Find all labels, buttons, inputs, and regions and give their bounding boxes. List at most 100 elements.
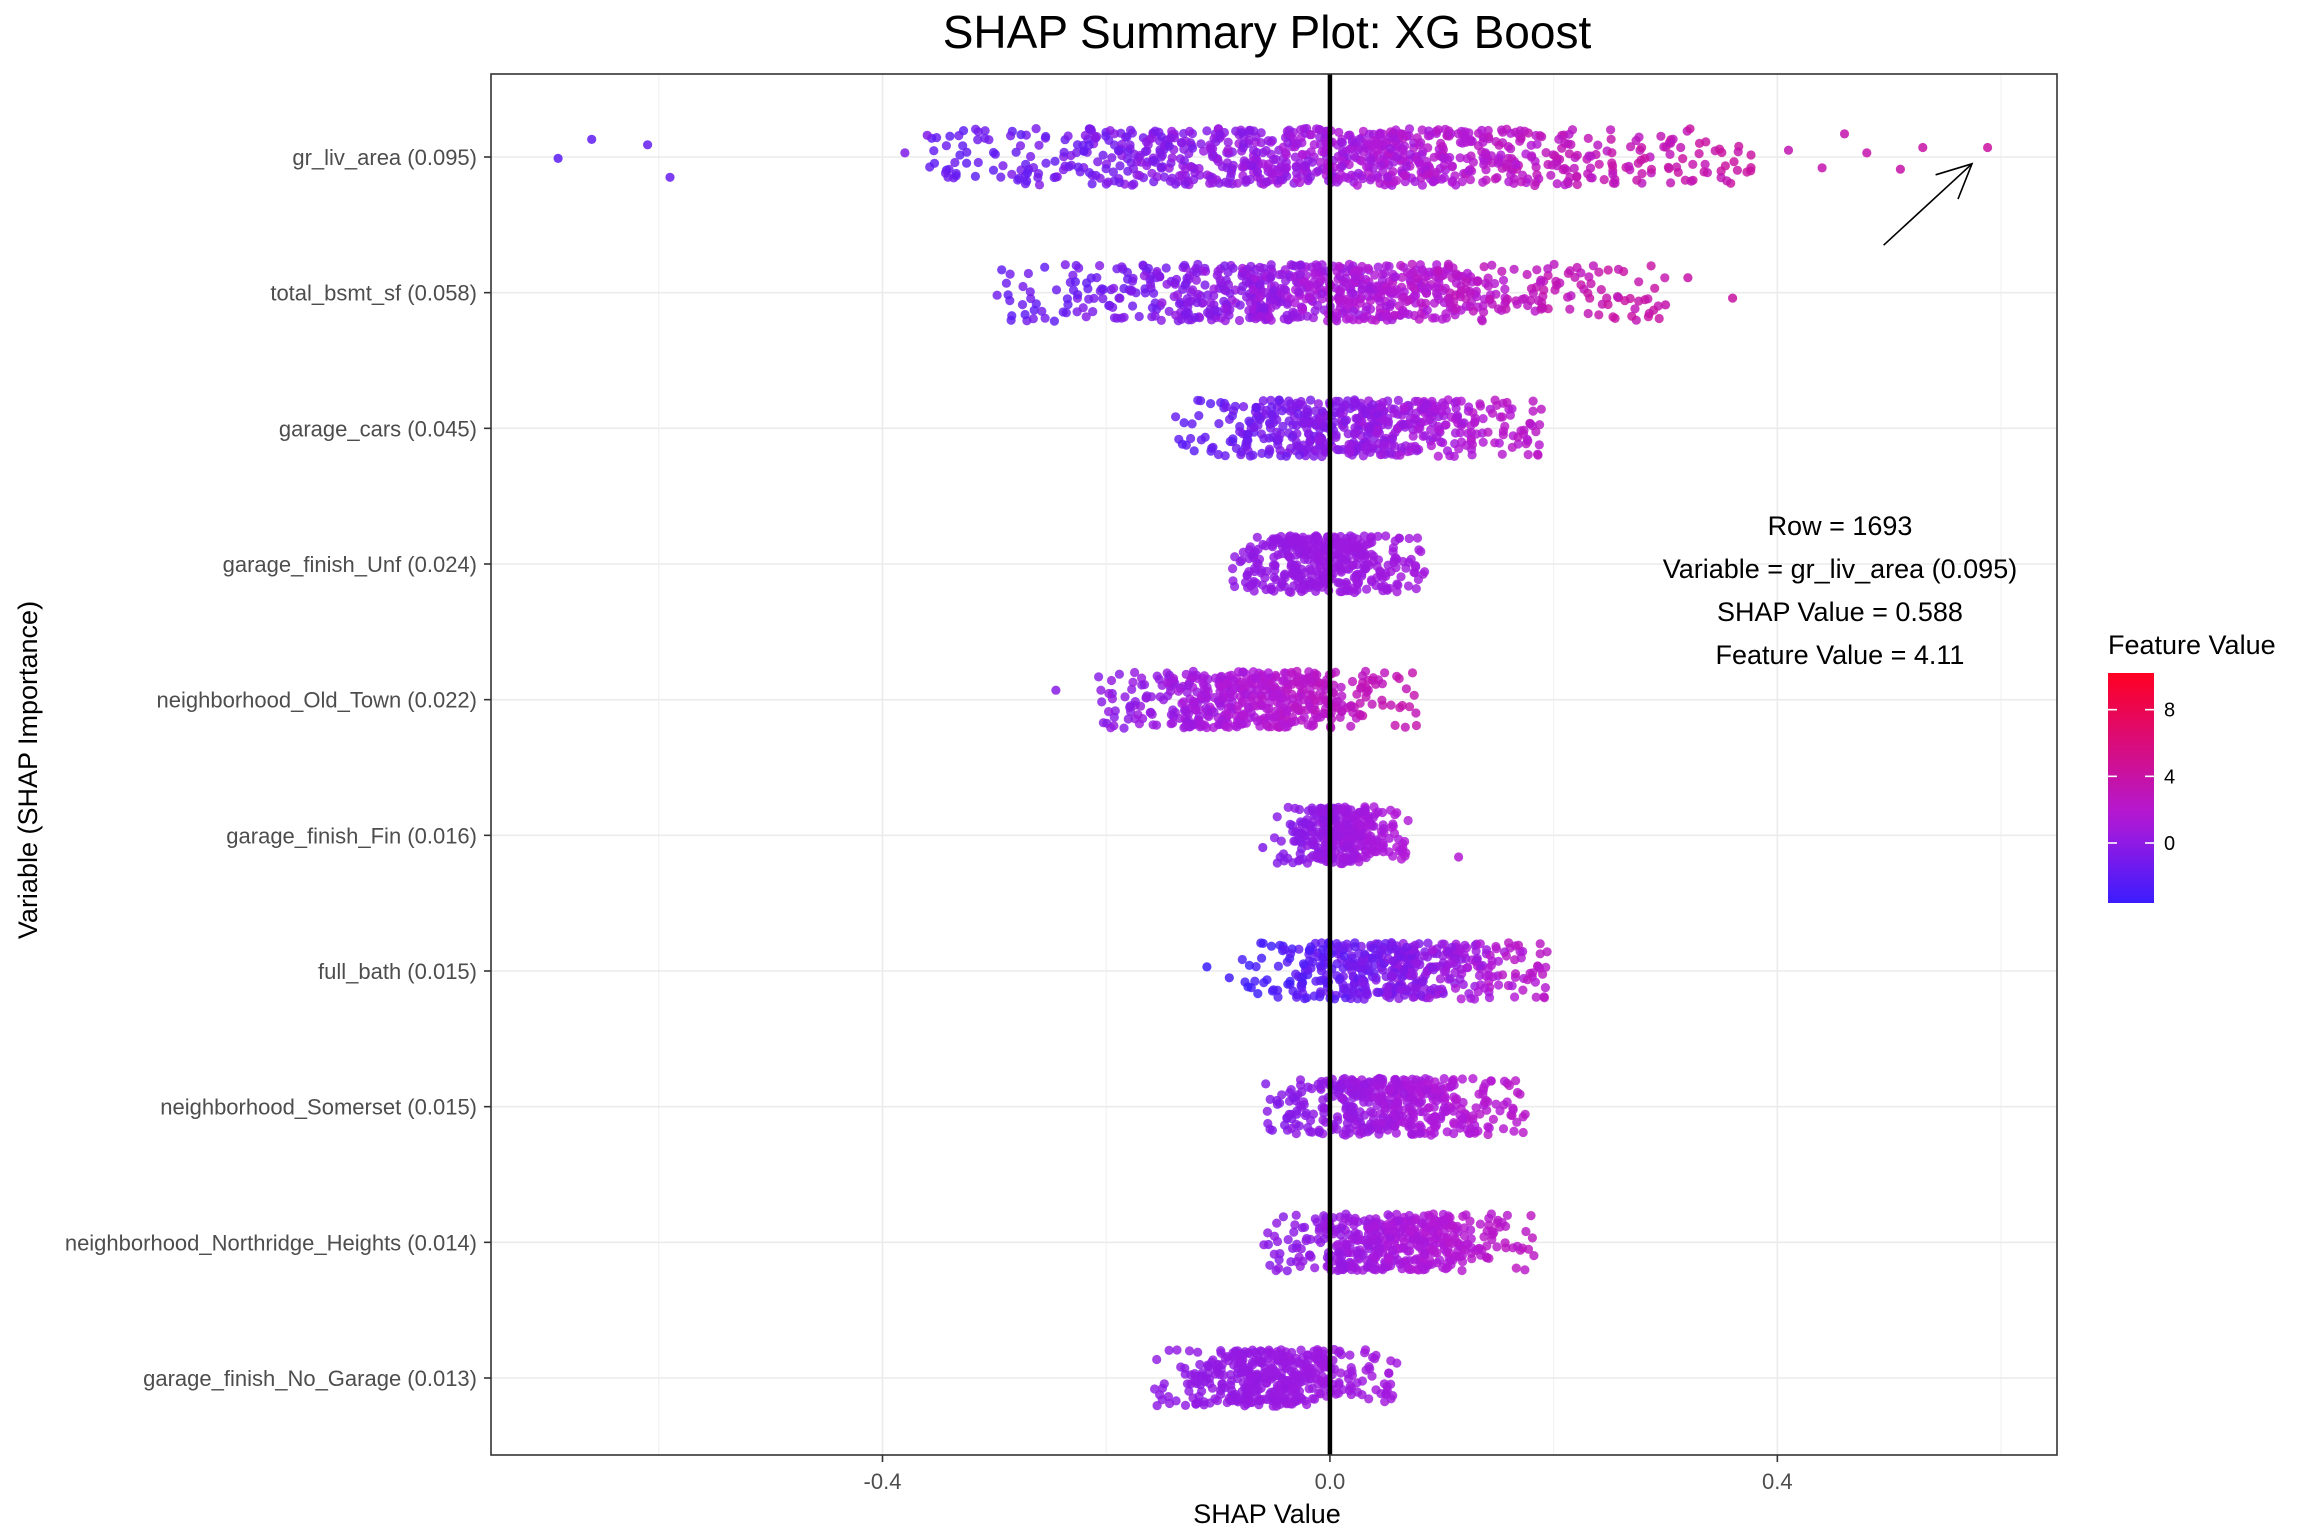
shap-point	[1644, 308, 1654, 319]
shap-point	[1297, 584, 1307, 594]
shap-point	[1350, 396, 1360, 406]
shap-point	[1347, 1101, 1357, 1112]
shap-point	[1346, 721, 1356, 731]
shap-point	[1501, 1221, 1511, 1231]
shap-point	[1498, 430, 1508, 440]
shap-point	[1456, 994, 1466, 1004]
shap-point	[1637, 169, 1647, 179]
shap-point	[1420, 431, 1430, 441]
shap-point	[643, 140, 653, 150]
shap-point	[1439, 160, 1449, 170]
shap-point	[1016, 130, 1026, 140]
shap-point	[1390, 272, 1400, 282]
shap-point	[1547, 160, 1557, 170]
shap-point	[1308, 957, 1318, 967]
shap-point	[1365, 1214, 1375, 1224]
shap-point	[1625, 293, 1635, 304]
shap-point	[1406, 554, 1416, 564]
shap-point	[1733, 147, 1743, 157]
shap-point	[1637, 143, 1647, 153]
shap-point	[1384, 1255, 1394, 1265]
shap-point	[1270, 712, 1280, 723]
shap-point	[1266, 295, 1276, 305]
shap-point	[1307, 1383, 1317, 1393]
shap-point	[997, 265, 1007, 275]
shap-point	[1187, 143, 1198, 153]
shap-point	[1315, 688, 1326, 698]
shap-point	[1269, 1249, 1279, 1259]
shap-point	[1447, 162, 1457, 172]
shap-point	[1530, 156, 1540, 166]
shap-point	[1034, 180, 1045, 190]
shap-point	[1248, 285, 1258, 295]
shap-point	[1128, 164, 1139, 174]
shap-point	[1314, 434, 1324, 444]
shap-point	[1345, 961, 1355, 971]
shap-point	[1646, 164, 1657, 174]
shap-point	[1267, 402, 1277, 412]
shap-point	[1593, 140, 1603, 150]
shap-point	[1375, 403, 1385, 413]
shap-point	[1646, 261, 1656, 271]
shap-point	[1091, 170, 1101, 181]
shap-point	[1296, 981, 1306, 991]
shap-point	[1594, 310, 1604, 320]
shap-point	[1244, 416, 1254, 426]
shap-point	[1481, 149, 1491, 159]
shap-point	[1336, 682, 1346, 692]
shap-point	[1700, 159, 1710, 169]
shap-point	[1286, 587, 1296, 598]
shap-point	[1241, 689, 1251, 699]
shap-point	[1445, 152, 1455, 163]
shap-point	[1216, 1346, 1226, 1356]
shap-point	[1114, 669, 1124, 679]
shap-point	[1241, 718, 1251, 728]
shap-point	[1268, 692, 1278, 702]
shap-point	[1535, 420, 1545, 430]
shap-point	[1440, 1093, 1450, 1103]
shap-point	[1357, 671, 1368, 681]
shap-point	[1408, 431, 1418, 441]
shap-point	[1392, 808, 1402, 818]
shap-point	[1399, 966, 1409, 977]
shap-point	[1359, 1079, 1369, 1090]
shap-point	[1291, 1210, 1301, 1220]
shap-point	[1202, 706, 1212, 717]
shap-point	[1213, 307, 1223, 317]
shap-point	[1519, 425, 1529, 435]
shap-point	[1367, 141, 1377, 151]
shap-point	[1364, 1244, 1374, 1254]
shap-point	[1400, 308, 1410, 318]
shap-point	[1411, 408, 1421, 418]
shap-point	[1188, 696, 1199, 706]
shap-point	[1306, 130, 1316, 140]
shap-point	[1608, 169, 1618, 179]
shap-point	[1220, 451, 1230, 461]
shap-point	[1228, 406, 1239, 416]
shap-point	[1318, 573, 1328, 583]
shap-point	[1104, 707, 1114, 717]
shap-point	[1460, 940, 1470, 951]
shap-point	[1059, 147, 1069, 157]
shap-point	[1665, 149, 1675, 159]
shap-point	[1310, 1263, 1320, 1273]
shap-point	[1467, 1254, 1477, 1264]
shap-point	[1437, 407, 1447, 417]
shap-point	[1050, 156, 1060, 166]
shap-point	[1332, 316, 1342, 326]
shap-point	[1384, 1086, 1394, 1096]
shap-point	[1194, 411, 1204, 421]
shap-point	[1120, 692, 1130, 702]
shap-point	[1537, 297, 1547, 308]
shap-point	[1449, 1128, 1459, 1139]
shap-point	[1410, 176, 1420, 187]
shap-point	[1539, 285, 1549, 295]
shap-point	[1373, 1236, 1383, 1246]
shap-point	[1343, 821, 1353, 831]
shap-point	[1466, 421, 1476, 431]
shap-point	[1245, 297, 1255, 307]
shap-point	[1125, 701, 1135, 711]
shap-point	[1338, 804, 1348, 814]
shap-point	[1156, 315, 1166, 325]
shap-point	[1155, 692, 1165, 702]
